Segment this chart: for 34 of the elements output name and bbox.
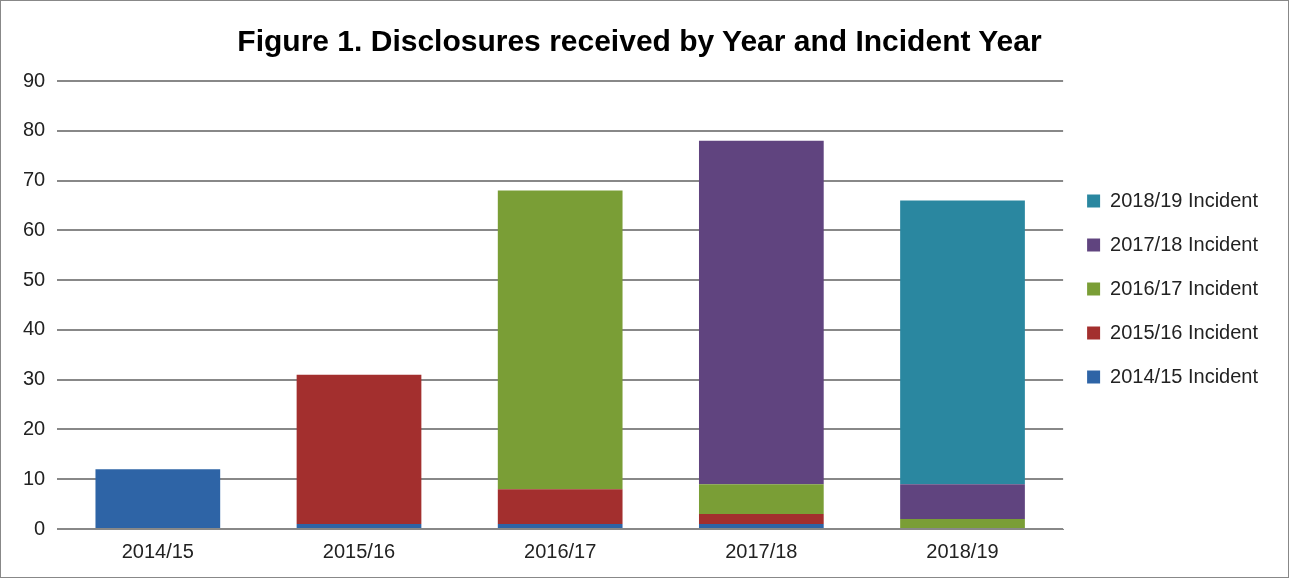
bar bbox=[698, 524, 824, 528]
legend-label: 2014/15 Incident bbox=[1110, 364, 1259, 387]
bar bbox=[497, 190, 623, 490]
x-tick-label: 2017/18 bbox=[725, 539, 798, 562]
bar bbox=[95, 469, 221, 528]
y-tick-label: 40 bbox=[23, 317, 46, 340]
bar bbox=[296, 524, 422, 528]
bar bbox=[900, 519, 1025, 528]
y-tick-label: 50 bbox=[23, 267, 46, 290]
bar bbox=[900, 200, 1025, 485]
legend-label: 2018/19 Incident bbox=[1110, 188, 1259, 211]
bar bbox=[497, 489, 623, 525]
y-tick-label: 90 bbox=[23, 68, 46, 91]
y-tick-label: 30 bbox=[23, 367, 46, 390]
x-tick-label: 2015/16 bbox=[322, 539, 396, 562]
y-tick-label: 60 bbox=[23, 217, 46, 240]
chart-title: Figure 1. Disclosures received by Year and Incident Year bbox=[237, 24, 1042, 58]
legend-label: 2017/18 Incident bbox=[1110, 232, 1259, 255]
legend-label: 2016/17 Incident bbox=[1110, 276, 1259, 299]
bar bbox=[296, 374, 422, 525]
y-tick-label: 20 bbox=[23, 416, 46, 439]
y-tick-label: 80 bbox=[23, 118, 46, 141]
x-tick-label: 2018/19 bbox=[926, 539, 999, 562]
bar bbox=[497, 524, 623, 528]
legend-label: 2015/16 Incident bbox=[1110, 320, 1259, 343]
bar bbox=[698, 140, 824, 485]
x-tick-label: 2016/17 bbox=[524, 539, 597, 562]
bar bbox=[698, 514, 824, 525]
y-tick-label: 0 bbox=[34, 516, 46, 539]
y-tick-label: 70 bbox=[23, 168, 46, 191]
bar bbox=[698, 484, 824, 515]
y-tick-label: 10 bbox=[23, 466, 46, 489]
bar bbox=[900, 484, 1025, 520]
x-tick-label: 2014/15 bbox=[121, 539, 194, 562]
